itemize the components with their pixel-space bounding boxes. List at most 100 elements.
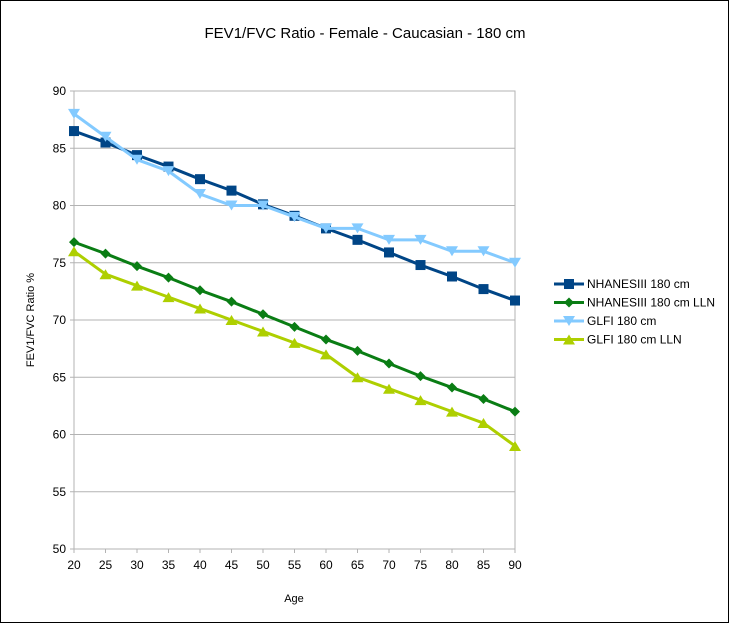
- data-point: [320, 223, 332, 234]
- legend-label: GLFI 180 cm LLN: [587, 333, 682, 347]
- x-axis: 20 25 30 35 40 45 50 55 60 65 70 75 80 85 90: [67, 549, 522, 572]
- legend-marker: [564, 279, 574, 289]
- x-tick-label: 45: [225, 558, 239, 572]
- legend-marker: [563, 334, 575, 345]
- data-point: [478, 284, 489, 295]
- y-tick-label: 70: [53, 313, 67, 327]
- x-tick-label: 20: [67, 558, 81, 572]
- data-point: [509, 440, 521, 451]
- legend-marker: [564, 297, 574, 308]
- data-point: [383, 234, 395, 245]
- data-point: [69, 237, 79, 248]
- data-point: [352, 345, 363, 356]
- y-axis-label: FEV1/FVC Ratio %: [25, 273, 37, 367]
- series-glfi-180-cm-lln: [68, 246, 521, 451]
- x-tick-label: 80: [445, 558, 459, 572]
- data-point: [415, 371, 426, 382]
- y-tick-label: 75: [53, 256, 67, 270]
- data-point: [99, 269, 112, 280]
- data-point: [100, 137, 111, 148]
- y-axis: 50 55 60 65 70 75 80 85 90: [53, 84, 74, 556]
- x-tick-label: 85: [477, 558, 491, 572]
- y-tick-label: 50: [53, 542, 67, 556]
- data-point: [288, 337, 301, 348]
- series-group: [68, 108, 521, 451]
- data-point: [69, 126, 79, 137]
- x-tick-label: 55: [288, 558, 302, 572]
- data-point: [414, 234, 427, 245]
- data-point: [258, 309, 268, 320]
- data-point: [226, 296, 237, 307]
- x-axis-label: Age: [284, 593, 304, 605]
- data-point: [320, 349, 332, 360]
- x-tick-label: 30: [130, 558, 144, 572]
- data-point: [509, 257, 521, 268]
- data-point: [257, 326, 269, 337]
- data-point: [447, 271, 457, 282]
- x-tick-label: 60: [319, 558, 333, 572]
- data-point: [415, 260, 426, 271]
- data-point: [162, 166, 175, 177]
- data-point: [384, 247, 394, 258]
- data-point: [510, 406, 520, 417]
- y-tick-label: 60: [53, 428, 67, 442]
- data-point: [352, 234, 363, 245]
- series-line: [73, 112, 516, 265]
- data-point: [226, 185, 237, 196]
- data-point: [257, 200, 269, 211]
- data-point: [384, 358, 394, 369]
- legend: NHANESIII 180 cm NHANESIII 180 cm LLN GLFI…: [554, 277, 715, 347]
- data-point: [477, 246, 490, 257]
- data-point: [99, 131, 112, 142]
- data-point: [131, 280, 143, 291]
- series-glfi-180-cm: [68, 108, 521, 268]
- data-point: [225, 200, 238, 211]
- data-point: [132, 261, 142, 272]
- data-point: [383, 383, 395, 394]
- data-point: [163, 272, 174, 283]
- legend-label: NHANESIII 180 cm LLN: [587, 296, 715, 310]
- data-point: [131, 154, 143, 165]
- legend-label: NHANESIII 180 cm: [587, 277, 690, 291]
- data-point: [447, 382, 457, 393]
- y-tick-label: 85: [53, 141, 67, 155]
- data-point: [510, 295, 520, 306]
- data-point: [321, 334, 331, 345]
- data-point: [351, 223, 364, 234]
- x-tick-label: 70: [382, 558, 396, 572]
- x-tick-label: 35: [162, 558, 176, 572]
- chart-title: FEV1/FVC Ratio - Female - Caucasian - 18…: [205, 25, 526, 42]
- y-tick-label: 80: [53, 199, 67, 213]
- data-point: [414, 395, 427, 406]
- series-nhanesiii-180-cm-lln: [69, 237, 520, 417]
- data-point: [351, 372, 364, 383]
- x-tick-label: 50: [256, 558, 270, 572]
- legend-marker: [563, 316, 575, 326]
- data-point: [446, 406, 458, 417]
- data-point: [194, 189, 206, 200]
- data-point: [446, 246, 458, 257]
- data-point: [194, 303, 206, 314]
- x-tick-label: 75: [414, 558, 428, 572]
- data-point: [195, 174, 205, 185]
- y-tick-label: 65: [53, 370, 67, 384]
- data-point: [195, 285, 205, 296]
- data-point: [68, 246, 80, 257]
- data-point: [289, 321, 300, 332]
- y-tick-label: 55: [53, 485, 67, 499]
- y-tick-label: 90: [53, 84, 67, 98]
- x-tick-label: 90: [508, 558, 522, 572]
- data-point: [225, 315, 238, 325]
- data-point: [162, 292, 175, 303]
- x-tick-label: 25: [99, 558, 113, 572]
- x-tick-label: 65: [351, 558, 365, 572]
- data-point: [288, 211, 301, 222]
- data-point: [478, 394, 489, 405]
- data-point: [100, 248, 111, 259]
- legend-label: GLFI 180 cm: [587, 314, 656, 328]
- data-point: [68, 108, 80, 119]
- x-tick-label: 40: [193, 558, 207, 572]
- data-point: [477, 418, 490, 429]
